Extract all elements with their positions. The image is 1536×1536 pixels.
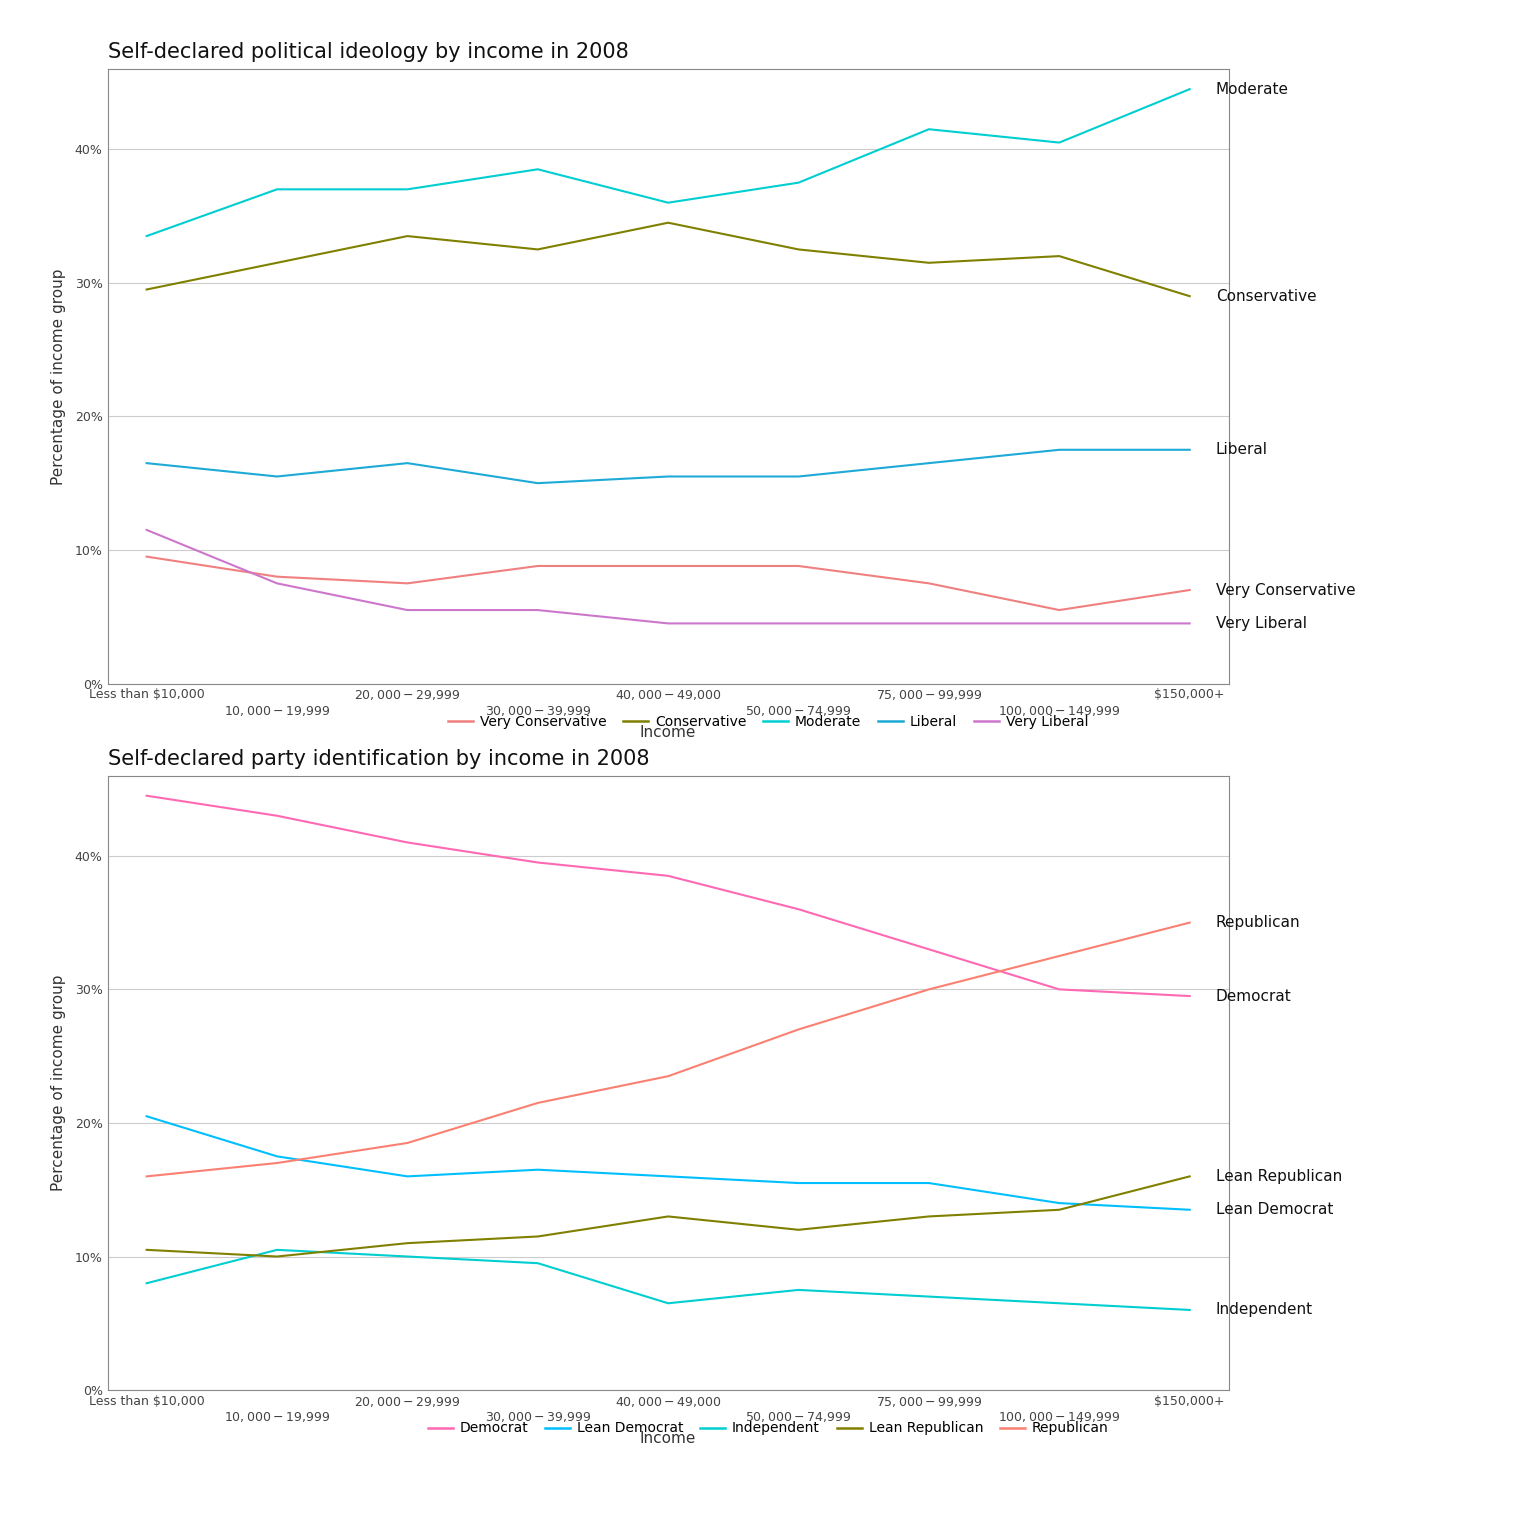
Text: Liberal: Liberal (1217, 442, 1267, 458)
Text: Republican: Republican (1217, 915, 1301, 931)
Y-axis label: Percentage of income group: Percentage of income group (51, 269, 66, 484)
X-axis label: Income: Income (641, 1432, 696, 1445)
Text: Self-declared political ideology by income in 2008: Self-declared political ideology by inco… (108, 41, 628, 61)
Text: Lean Republican: Lean Republican (1217, 1169, 1342, 1184)
Text: Democrat: Democrat (1217, 989, 1292, 1003)
Text: Very Conservative: Very Conservative (1217, 582, 1355, 598)
Y-axis label: Percentage of income group: Percentage of income group (51, 975, 66, 1190)
Text: Conservative: Conservative (1217, 289, 1316, 304)
Legend: Democrat, Lean Democrat, Independent, Lean Republican, Republican: Democrat, Lean Democrat, Independent, Le… (422, 1416, 1114, 1441)
Text: Self-declared party identification by income in 2008: Self-declared party identification by in… (108, 748, 650, 768)
Text: Independent: Independent (1217, 1303, 1313, 1318)
Text: Lean Democrat: Lean Democrat (1217, 1203, 1333, 1217)
Text: Moderate: Moderate (1217, 81, 1289, 97)
Text: Very Liberal: Very Liberal (1217, 616, 1307, 631)
Legend: Very Conservative, Conservative, Moderate, Liberal, Very Liberal: Very Conservative, Conservative, Moderat… (442, 710, 1094, 734)
X-axis label: Income: Income (641, 725, 696, 739)
